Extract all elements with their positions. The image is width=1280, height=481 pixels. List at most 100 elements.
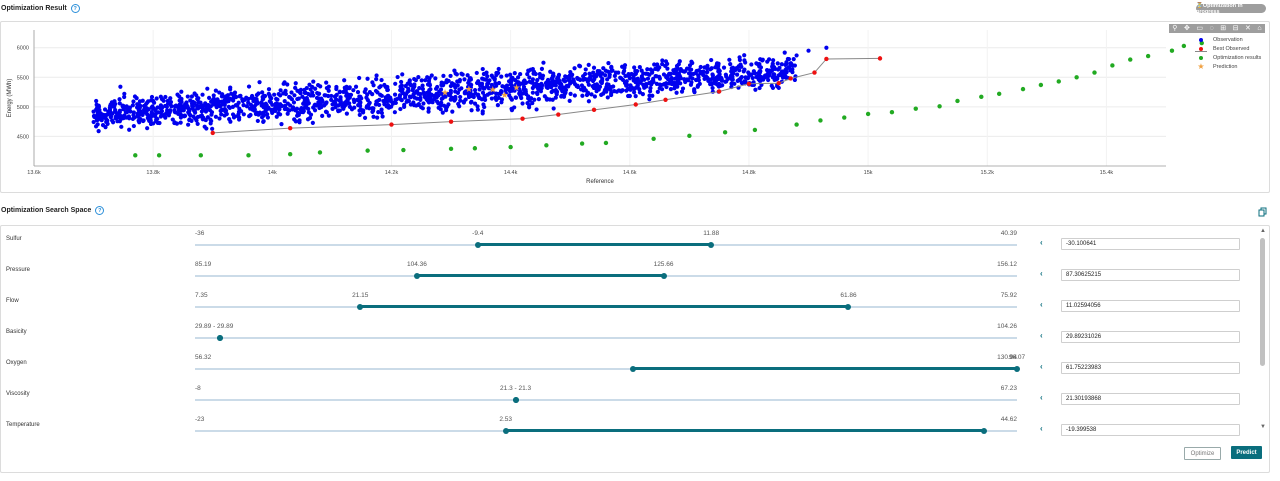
observation-point	[757, 64, 762, 69]
observation-point	[333, 105, 338, 110]
slider-handle-high[interactable]	[708, 241, 715, 248]
observation-point	[165, 110, 170, 115]
slider-handle-low[interactable]	[630, 365, 637, 372]
observation-point	[178, 108, 184, 114]
pan-icon[interactable]: ✥	[1183, 25, 1190, 32]
scroll-up-icon[interactable]: ▲	[1260, 228, 1266, 234]
observation-point	[310, 90, 315, 95]
observation-point	[609, 92, 614, 98]
param-value-input[interactable]: 21.30193868	[1061, 393, 1240, 405]
autoscale-icon[interactable]: ✕	[1245, 25, 1251, 32]
slider-handle-high[interactable]	[512, 396, 519, 403]
observation-point	[507, 93, 512, 98]
observation-point	[657, 65, 662, 70]
legend-item-prediction[interactable]: ★ Prediction	[1195, 62, 1261, 71]
x-axis-label: Reference	[586, 179, 614, 185]
observation-point	[307, 115, 313, 121]
select-icon[interactable]: ▭	[1196, 25, 1203, 32]
copy-icon[interactable]	[1258, 204, 1267, 217]
optimize-button[interactable]: Optimize	[1184, 447, 1221, 460]
chevron-left-icon[interactable]: ‹	[1040, 238, 1043, 247]
param-value-input[interactable]: 29.89231026	[1061, 331, 1240, 343]
chevron-left-icon[interactable]: ‹	[1040, 393, 1043, 402]
lasso-icon[interactable]: ◌	[1209, 25, 1214, 32]
x-tick-label: 15.4k	[1100, 170, 1114, 176]
observation-point	[219, 112, 224, 117]
observation-point	[131, 99, 136, 104]
help-icon[interactable]: ?	[70, 4, 80, 13]
legend-item-optimization-results[interactable]: Optimization results	[1195, 53, 1261, 62]
chevron-left-icon[interactable]: ‹	[1040, 362, 1043, 371]
observation-point	[182, 102, 188, 107]
param-value-input[interactable]: 11.02594056	[1061, 300, 1240, 312]
slider-handle-high[interactable]	[216, 334, 223, 341]
slider-handle-low[interactable]	[357, 303, 364, 310]
chevron-left-icon[interactable]: ‹	[1040, 269, 1043, 278]
observation-point	[300, 110, 306, 115]
observation-point	[429, 73, 434, 78]
param-value-input[interactable]: -19.399538	[1061, 424, 1240, 436]
chevron-left-icon[interactable]: ‹	[1040, 300, 1043, 309]
best-observed-point	[591, 107, 597, 113]
observation-point	[334, 97, 339, 102]
observation-point	[347, 104, 353, 110]
slider-handle-high[interactable]	[1014, 365, 1020, 372]
observation-point	[715, 76, 721, 82]
slider-handle-high[interactable]	[660, 272, 667, 279]
observation-point	[188, 98, 193, 103]
observation-point	[489, 82, 495, 88]
param-label: Viscosity	[6, 391, 30, 397]
observation-point	[550, 77, 555, 82]
result-title: Optimization Result	[1, 5, 67, 12]
observation-point	[406, 86, 411, 91]
slider-track[interactable]	[195, 399, 1017, 401]
observation-point	[489, 73, 494, 78]
chevron-left-icon[interactable]: ‹	[1040, 424, 1043, 433]
slider-handle-high[interactable]	[981, 427, 988, 434]
predict-button[interactable]: Predict	[1231, 446, 1262, 459]
scrollbar[interactable]: ▲ ▼	[1259, 228, 1267, 434]
observation-point	[487, 91, 492, 96]
slider-handle-low[interactable]	[502, 427, 509, 434]
observation-point	[312, 103, 317, 108]
legend-item-best-observed[interactable]: Best Observed	[1195, 44, 1261, 53]
zoom-out-icon[interactable]: ⊟	[1232, 25, 1239, 32]
observation-point	[467, 91, 473, 96]
zoom-in-icon[interactable]: ⊞	[1220, 25, 1227, 32]
param-value-input[interactable]: -30.100641	[1061, 238, 1240, 250]
slider-handle-low[interactable]	[474, 241, 481, 248]
legend-item-observation[interactable]: Observation	[1195, 35, 1261, 44]
observation-point	[666, 81, 672, 86]
slider-track[interactable]	[195, 337, 1017, 339]
observation-point	[440, 95, 445, 101]
slider-handle-high[interactable]	[845, 303, 852, 310]
observation-point	[195, 105, 200, 111]
observation-point	[246, 100, 251, 105]
zoom-icon[interactable]: ⚲	[1172, 25, 1178, 32]
chevron-left-icon[interactable]: ‹	[1040, 331, 1043, 340]
optimization-result-point	[472, 146, 478, 151]
observation-point	[115, 111, 121, 116]
scroll-down-icon[interactable]: ▼	[1260, 424, 1266, 430]
observation-point	[379, 110, 384, 116]
observation-point	[553, 95, 558, 100]
scatter-chart[interactable]: 13.6k 13.8k 14k 14.2k 14.4k 14.6k 14.8k 15k 15.2…	[1, 22, 1269, 192]
param-max: 75.92	[1000, 292, 1017, 299]
help-icon[interactable]: ?	[95, 206, 105, 215]
observation-point	[632, 90, 637, 95]
param-value-input[interactable]: 61.75223983	[1061, 362, 1240, 374]
observation-point	[275, 97, 280, 102]
observation-point	[476, 93, 481, 98]
slider-track[interactable]	[195, 368, 1017, 370]
slider-handle-low[interactable]	[413, 272, 420, 279]
observation-point	[342, 78, 347, 83]
observation-point	[419, 105, 424, 110]
scrollbar-thumb[interactable]	[1260, 238, 1265, 366]
param-value-input[interactable]: 87.30625215	[1061, 269, 1240, 281]
observation-point	[527, 105, 532, 110]
reset-icon[interactable]: ⌂	[1257, 25, 1262, 32]
observation-point	[490, 89, 496, 95]
observation-point	[539, 66, 545, 71]
observation-point	[383, 97, 388, 103]
observation-point	[766, 57, 772, 62]
